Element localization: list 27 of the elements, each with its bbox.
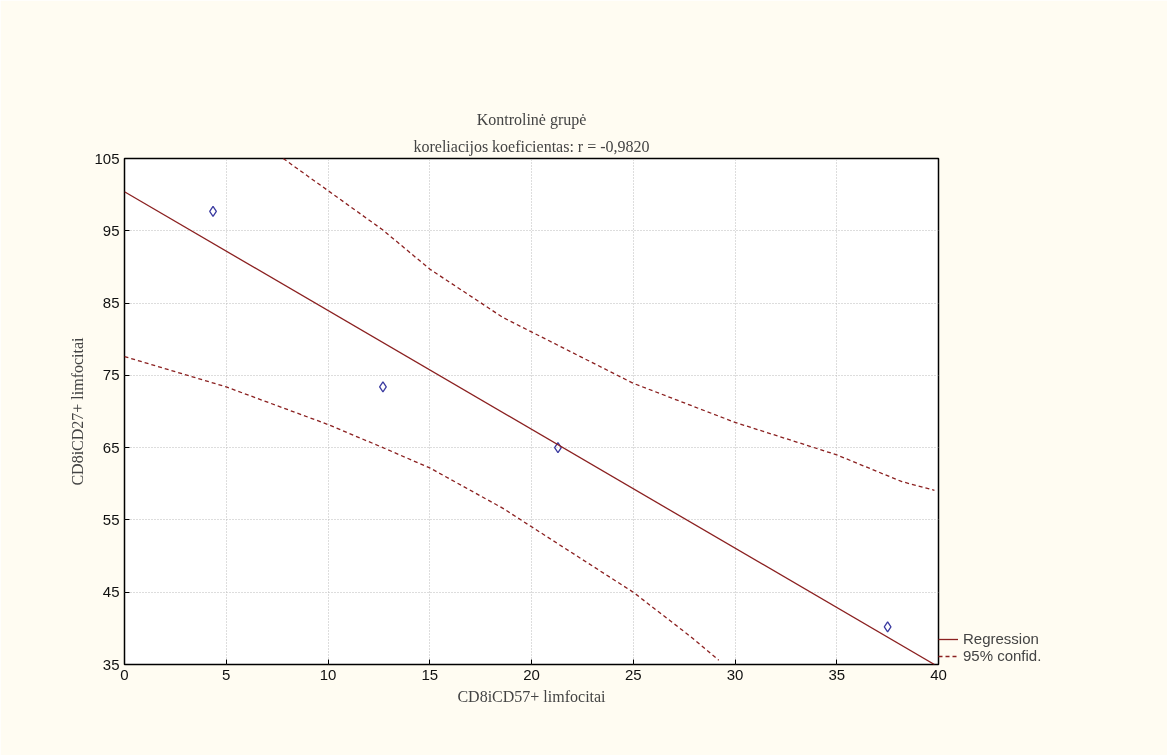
legend-label: Regression	[963, 630, 1039, 647]
point	[378, 381, 387, 393]
x-tick-label: 10	[319, 665, 337, 683]
x-tick-label: 25	[624, 665, 642, 683]
point	[883, 621, 892, 633]
y-tick-label: 65	[102, 438, 120, 456]
chart-subtitle: koreliacijos koeficientas: r = -0,9820	[413, 137, 650, 156]
y-axis-title: CD8iCD27+ limfocitai	[69, 336, 87, 486]
y-tick-label: 85	[102, 294, 120, 312]
x-tick-label: 30	[726, 665, 744, 683]
x-tick-label: 5	[222, 665, 231, 683]
x-tick-label: 35	[828, 665, 846, 683]
y-tick-label: 45	[102, 583, 120, 601]
y-tick-label: 105	[94, 149, 120, 167]
x-tick-label: 20	[523, 665, 540, 683]
y-tick-label: 95	[102, 221, 120, 239]
x-axis-title: CD8iCD57+ limfocitai	[457, 687, 607, 705]
x-tick-label: 15	[421, 665, 439, 683]
x-tick-label: 40	[930, 665, 947, 683]
line-series	[282, 158, 936, 491]
line-series	[124, 355, 720, 661]
y-tick-label: 55	[102, 510, 120, 528]
y-tick-label: 75	[102, 366, 120, 384]
chart-title: Kontrolinė grupė	[476, 110, 587, 129]
x-tick-label: 0	[120, 665, 129, 683]
point	[209, 205, 218, 217]
legend-label: 95% confid.	[963, 647, 1042, 664]
